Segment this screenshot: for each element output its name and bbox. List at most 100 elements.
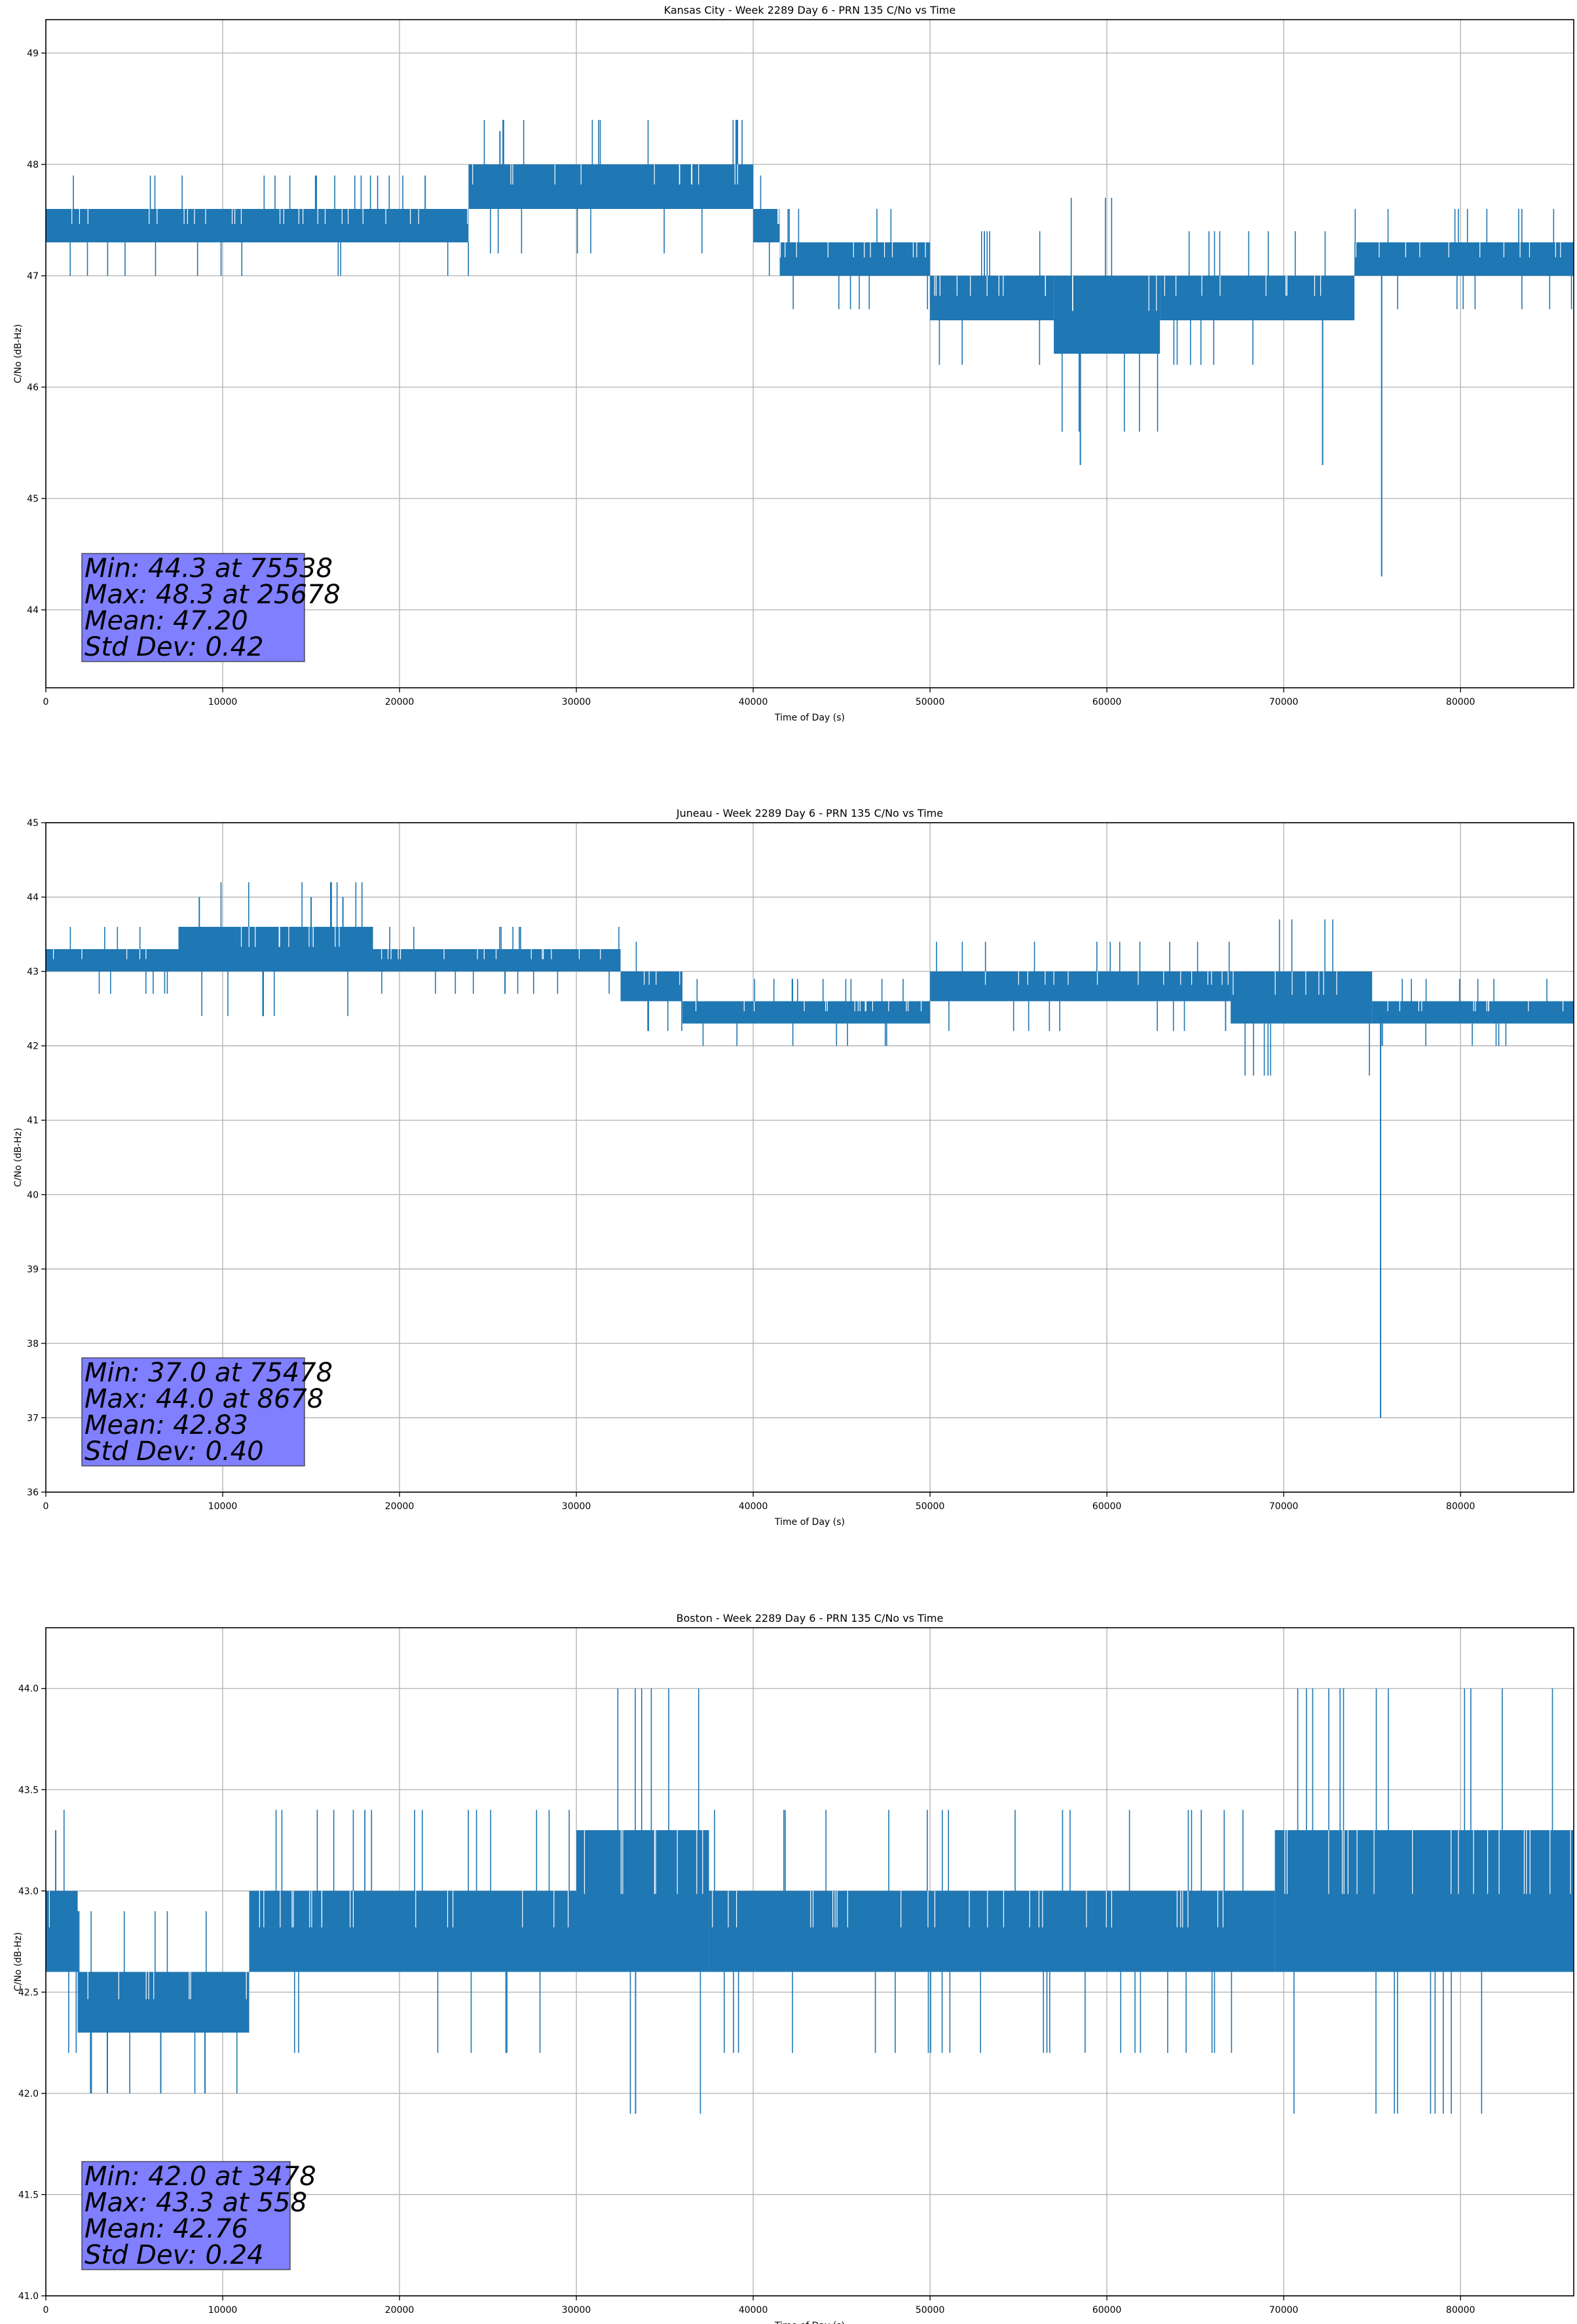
y-tick-label: 43.5: [18, 1785, 39, 1795]
band-gap: [655, 1830, 656, 1894]
data-band: [930, 276, 1054, 320]
x-tick-label: 50000: [916, 697, 945, 707]
band-gap: [1549, 1830, 1551, 1894]
band-gap: [467, 209, 468, 224]
data-band: [46, 949, 179, 972]
band-gap: [291, 1890, 293, 1928]
band-gap: [654, 1830, 656, 1894]
y-tick-label: 46: [27, 383, 39, 393]
x-tick-label: 30000: [562, 1501, 591, 1512]
band-gap: [1265, 276, 1267, 296]
chart-panel-2: 0 10000 20000 30000 40000 50000 60000 70000 8000…: [13, 807, 1574, 1527]
band-gap: [1164, 276, 1165, 296]
band-gap: [240, 926, 242, 947]
y-tick-label: 41: [27, 1115, 39, 1126]
band-gap: [279, 926, 280, 947]
band-gap: [139, 949, 141, 960]
band-gap: [1343, 1830, 1345, 1894]
band-gap: [883, 242, 885, 257]
chart-title: Kansas City - Week 2289 Day 6 - PRN 135 …: [664, 4, 955, 16]
band-gap: [1180, 971, 1181, 985]
band-gap: [1045, 276, 1046, 296]
y-tick-label: 41.5: [18, 2190, 39, 2200]
axes-frame: [45, 1627, 1574, 2296]
band-gap: [472, 164, 473, 185]
band-gap: [248, 926, 250, 947]
y-tick-label: 37: [27, 1413, 39, 1423]
band-gap: [1096, 971, 1098, 985]
data-band: [1354, 242, 1574, 276]
band-gap: [698, 164, 699, 185]
band-gap: [447, 1890, 449, 1928]
band-gap: [381, 949, 382, 960]
band-gap: [648, 971, 650, 985]
band-gap: [1156, 276, 1157, 311]
x-tick-label: 70000: [1269, 1501, 1299, 1512]
stats-box: [81, 2161, 291, 2270]
x-axis-label: Time of Day (s): [774, 713, 845, 723]
band-gap: [1421, 1001, 1422, 1011]
data-series: [46, 120, 1574, 576]
x-tick-label: 60000: [1092, 1501, 1122, 1512]
y-tick-label: 42.5: [18, 1987, 39, 1998]
band-gap: [1105, 1890, 1107, 1928]
x-tick-label: 0: [43, 697, 49, 707]
y-tick-label: 48: [27, 160, 39, 170]
band-gap: [483, 949, 485, 960]
band-gap: [259, 1890, 260, 1928]
x-tick-label: 70000: [1269, 2305, 1299, 2315]
band-gap: [832, 1890, 834, 1928]
stats-max-label: Max: 43.3 at 558: [84, 2188, 307, 2218]
band-gap: [1405, 242, 1407, 257]
band-gap: [796, 242, 797, 257]
band-gap: [1498, 1830, 1500, 1894]
stats-box: [81, 1357, 305, 1467]
band-gap: [246, 1972, 247, 2000]
band-gap: [834, 1890, 836, 1928]
band-gap: [512, 164, 513, 185]
data-band: [620, 971, 683, 1002]
x-tick-label: 60000: [1092, 2305, 1122, 2315]
stats-mean-label: Mean: 42.83: [84, 1410, 248, 1440]
band-gap: [1487, 1830, 1489, 1894]
band-gap: [510, 164, 511, 185]
band-gap: [857, 1001, 859, 1011]
x-tick-label: 0: [43, 1501, 49, 1512]
band-gap: [1274, 971, 1276, 995]
band-gap: [263, 1890, 265, 1928]
stats-max-label: Max: 48.3 at 25678: [84, 580, 341, 610]
data-band: [576, 1830, 709, 1972]
band-gap: [52, 949, 54, 960]
band-gap: [400, 949, 401, 960]
data-band: [1372, 1001, 1574, 1024]
y-tick-label: 36: [27, 1488, 39, 1498]
x-tick-label: 50000: [916, 1501, 945, 1512]
band-gap: [779, 242, 781, 257]
stats-mean-label: Mean: 42.76: [84, 2214, 248, 2244]
band-gap: [418, 209, 419, 224]
band-gap: [1067, 971, 1069, 985]
x-tick-label: 20000: [385, 1501, 415, 1512]
y-tick-label: 49: [27, 48, 39, 59]
band-gap: [308, 926, 310, 947]
x-tick-label: 80000: [1446, 1501, 1475, 1512]
band-gap: [584, 1830, 585, 1894]
band-gap: [1217, 1890, 1219, 1928]
chart-panel-1: 0 10000 20000 30000 40000 50000 60000 70000 8000…: [13, 4, 1574, 723]
band-gap: [145, 1972, 147, 2000]
band-gap: [341, 209, 343, 224]
y-tick-label: 41.0: [18, 2291, 39, 2302]
band-gap: [153, 1972, 155, 2000]
band-gap: [859, 1001, 861, 1011]
band-gap: [737, 164, 738, 185]
band-gap: [194, 209, 195, 224]
band-gap: [622, 1830, 623, 1894]
band-gap: [183, 209, 185, 224]
band-gap: [205, 209, 206, 224]
y-tick-label: 38: [27, 1339, 39, 1349]
y-axis-label: C/No (dB-Hz): [13, 1932, 24, 1991]
x-tick-label: 80000: [1446, 697, 1475, 707]
y-axis-label: C/No (dB-Hz): [13, 1128, 24, 1187]
band-gap: [542, 949, 544, 960]
data-band: [682, 1001, 931, 1024]
